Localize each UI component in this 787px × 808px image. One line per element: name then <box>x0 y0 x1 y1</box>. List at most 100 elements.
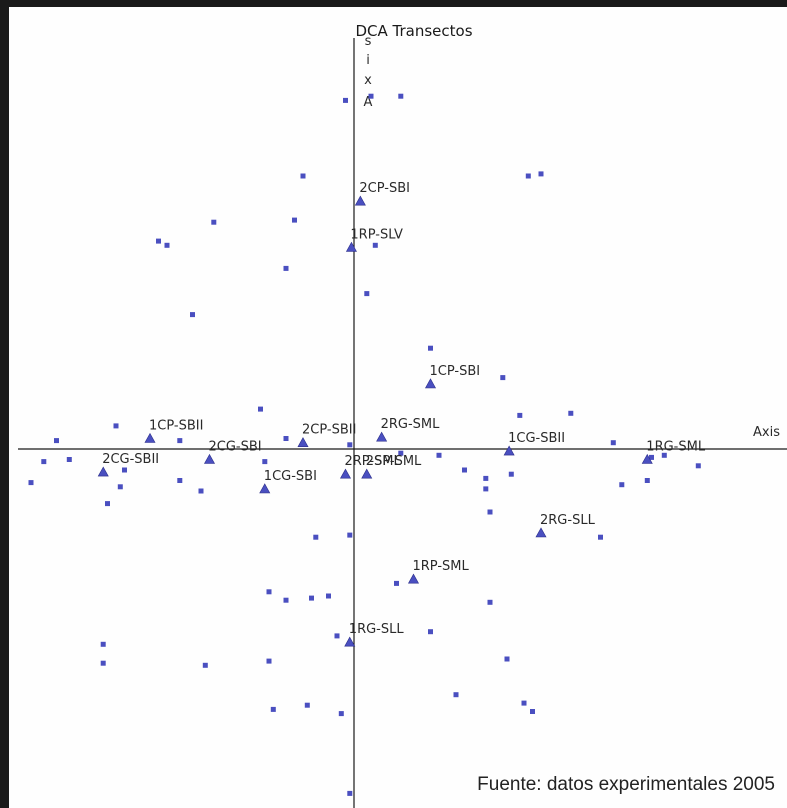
species-point <box>619 482 625 488</box>
species-point <box>262 459 268 465</box>
site-label: 1RP-SLV <box>350 227 403 242</box>
site-label: 1CP-SBI <box>430 364 481 379</box>
species-point <box>202 662 208 668</box>
site-marker <box>424 378 437 389</box>
species-point <box>156 238 161 244</box>
species-point <box>521 700 527 706</box>
species-point <box>568 410 574 416</box>
site-label: 2SP-SML <box>366 454 422 469</box>
species-point <box>462 467 467 473</box>
species-point <box>347 532 353 538</box>
species-point <box>436 452 442 458</box>
site-marker <box>503 445 515 456</box>
species-point <box>530 709 535 714</box>
species-point <box>649 454 654 460</box>
species-point <box>266 658 272 664</box>
species-point <box>661 452 667 458</box>
site-marker <box>344 636 356 647</box>
species-point <box>283 436 289 441</box>
site-marker <box>144 432 156 443</box>
species-point <box>177 478 183 483</box>
site-label: 1CG-SBII <box>508 431 565 446</box>
species-point <box>258 406 263 412</box>
site-label: 2RP-SML <box>345 454 402 469</box>
site-label: 2CP-SBI <box>359 181 410 196</box>
species-point <box>338 711 344 717</box>
y-axis-label-char: x <box>364 73 372 88</box>
species-point <box>313 534 319 540</box>
species-point <box>309 595 314 601</box>
axes <box>18 38 787 808</box>
site-label: 1CG-SBI <box>264 469 317 484</box>
species-point <box>695 463 701 469</box>
species-point <box>41 459 47 465</box>
species-point <box>504 656 510 662</box>
species-point <box>428 629 433 635</box>
species-point <box>300 173 306 179</box>
species-point <box>292 217 297 223</box>
site-marker <box>97 466 109 477</box>
species-point <box>487 509 493 515</box>
species-points <box>28 93 701 796</box>
species-point <box>517 412 523 418</box>
site-marker <box>407 573 420 584</box>
species-point <box>394 580 399 586</box>
species-point <box>508 471 514 477</box>
species-point <box>198 488 204 494</box>
site-label: 1RG-SML <box>646 440 706 455</box>
x-axis-label: Axis <box>753 425 780 440</box>
species-point <box>334 633 340 639</box>
site-marker <box>203 453 216 464</box>
species-point <box>598 534 603 540</box>
site-label: 2CG-SBI <box>209 440 262 455</box>
y-axis-label: s i x A <box>364 34 373 110</box>
species-point <box>113 423 119 429</box>
species-point <box>28 480 34 486</box>
species-point <box>398 93 404 99</box>
y-axis-label-char: s <box>365 34 372 49</box>
species-point <box>453 692 459 698</box>
site-label: 1RG-SLL <box>349 622 405 637</box>
species-point <box>304 702 310 708</box>
site-label: 2CG-SBII <box>102 452 159 467</box>
site-marker <box>535 527 547 538</box>
species-point <box>343 97 348 103</box>
site-marker <box>361 468 373 479</box>
site-label: 1CP-SBII <box>149 419 203 434</box>
species-point <box>100 641 106 647</box>
species-point <box>398 450 404 456</box>
species-point <box>122 467 127 473</box>
site-marker <box>354 195 366 206</box>
species-point <box>177 438 183 444</box>
species-point <box>100 660 106 666</box>
species-point <box>428 345 433 351</box>
species-point <box>105 501 110 507</box>
species-point <box>190 312 195 318</box>
site-marker <box>259 483 271 494</box>
site-label: 2RG-SLL <box>540 513 596 528</box>
site-points: 2CP-SBI 1RP-SLV 1CP-SBI 1CP-SBII 2CP-SBII 2RG… <box>97 181 706 647</box>
site-marker <box>641 453 653 464</box>
species-point <box>117 484 123 490</box>
species-point <box>54 438 59 444</box>
y-axis-label-char: i <box>366 53 370 68</box>
species-point <box>538 171 544 177</box>
species-point <box>368 93 374 99</box>
site-label: 2RG-SML <box>381 417 441 432</box>
site-marker <box>339 468 352 479</box>
species-point <box>270 706 276 712</box>
species-point <box>525 173 531 179</box>
site-label: 2CP-SBII <box>302 423 356 438</box>
species-point <box>347 790 353 796</box>
species-point <box>211 219 217 225</box>
species-point <box>283 265 289 271</box>
species-point <box>500 375 506 381</box>
species-point <box>644 478 650 483</box>
species-point <box>326 593 331 599</box>
site-marker <box>376 431 388 442</box>
site-marker <box>345 241 357 252</box>
chart-title: DCA Transectos <box>355 22 472 40</box>
species-point <box>364 291 370 297</box>
